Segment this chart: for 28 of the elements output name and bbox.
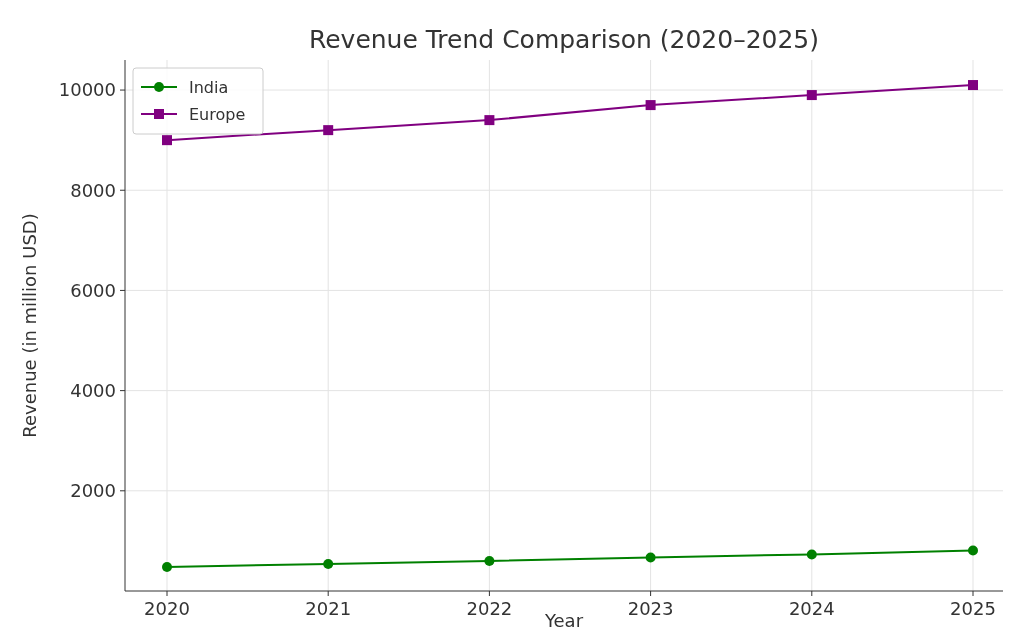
y-tick-label: 8000 [70, 179, 116, 201]
y-tick-label: 4000 [70, 379, 116, 401]
legend-label: Europe [189, 104, 246, 124]
point [645, 100, 656, 111]
x-axis-title: Year [543, 610, 584, 631]
x-tick-label: 2022 [466, 598, 513, 619]
point [806, 549, 817, 560]
point [162, 135, 172, 146]
x-tick-label: 2024 [788, 598, 835, 619]
y-tick-label: 10000 [58, 79, 116, 101]
point [645, 552, 656, 563]
point [162, 561, 172, 572]
y-axis-title: Revenue (in million USD) [19, 213, 40, 438]
point [968, 545, 978, 556]
y-tick-label: 2000 [70, 480, 116, 502]
point [484, 555, 495, 566]
x-tick-label: 2025 [950, 598, 996, 619]
point [323, 125, 334, 136]
y-tick-label: 6000 [70, 279, 116, 301]
x-tick-label: 2023 [627, 598, 674, 619]
x-tick-label: 2020 [144, 598, 190, 619]
point [323, 558, 334, 569]
chart-title: Revenue Trend Comparison (2020–2025) [308, 25, 820, 54]
point [484, 115, 495, 126]
x-tick-label: 2021 [305, 598, 352, 619]
point [968, 80, 978, 91]
point [806, 90, 817, 101]
legend-label: India [189, 77, 229, 97]
